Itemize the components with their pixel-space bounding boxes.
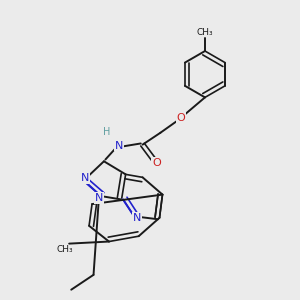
Text: N: N [115,140,123,151]
Text: N: N [132,213,141,224]
Text: O: O [152,158,161,168]
Text: O: O [177,113,186,123]
Text: N: N [81,173,89,183]
Text: N: N [95,193,103,203]
Text: H: H [103,127,111,137]
Text: CH₃: CH₃ [197,28,213,37]
Text: CH₃: CH₃ [56,245,73,254]
